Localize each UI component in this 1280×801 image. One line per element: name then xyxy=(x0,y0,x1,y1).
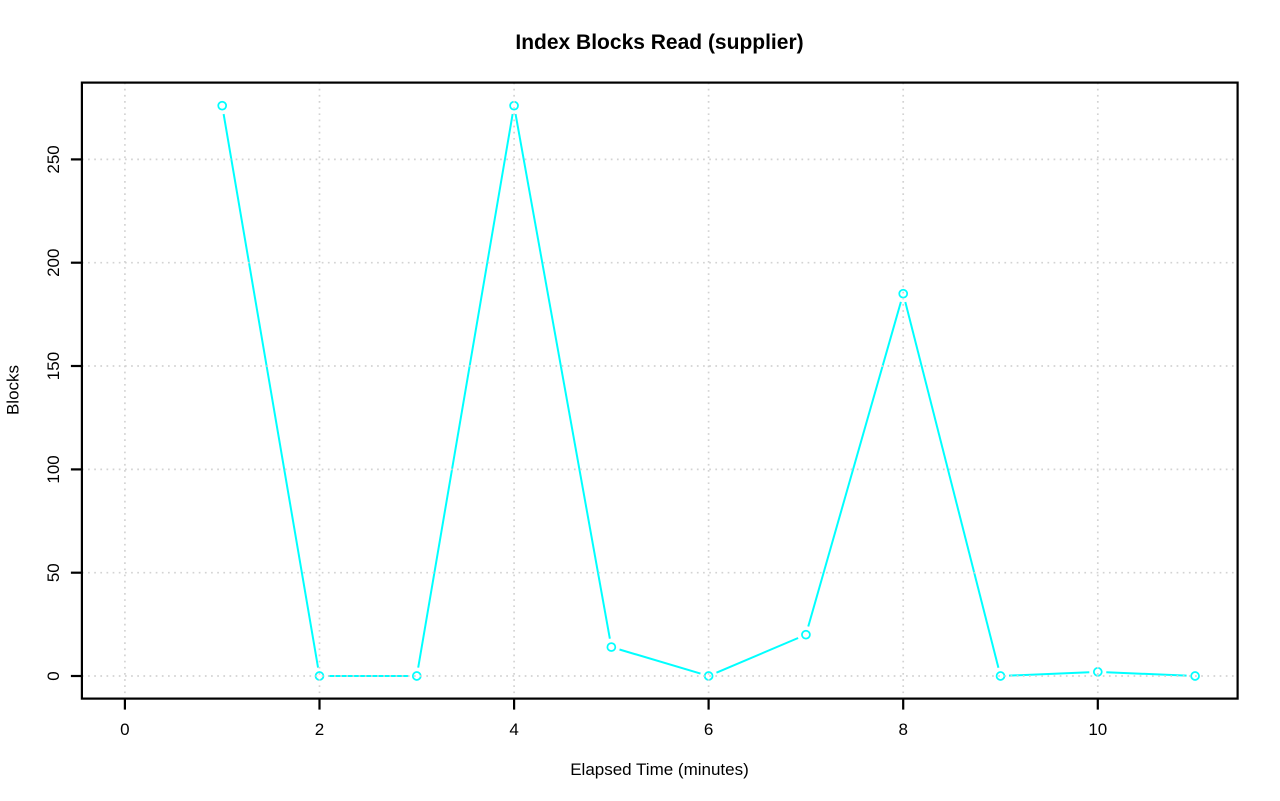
svg-text:8: 8 xyxy=(898,720,907,739)
svg-text:100: 100 xyxy=(44,455,63,483)
svg-text:50: 50 xyxy=(44,563,63,582)
svg-text:2: 2 xyxy=(315,720,324,739)
svg-text:150: 150 xyxy=(44,352,63,380)
svg-text:0: 0 xyxy=(44,671,63,680)
svg-text:Index Blocks Read (supplier): Index Blocks Read (supplier) xyxy=(515,31,803,54)
svg-text:250: 250 xyxy=(44,145,63,173)
svg-text:0: 0 xyxy=(120,720,129,739)
svg-text:Blocks: Blocks xyxy=(4,365,23,415)
svg-text:4: 4 xyxy=(509,720,518,739)
svg-text:6: 6 xyxy=(704,720,713,739)
svg-text:Elapsed Time (minutes): Elapsed Time (minutes) xyxy=(570,760,749,779)
svg-text:200: 200 xyxy=(44,249,63,277)
svg-text:10: 10 xyxy=(1088,720,1107,739)
